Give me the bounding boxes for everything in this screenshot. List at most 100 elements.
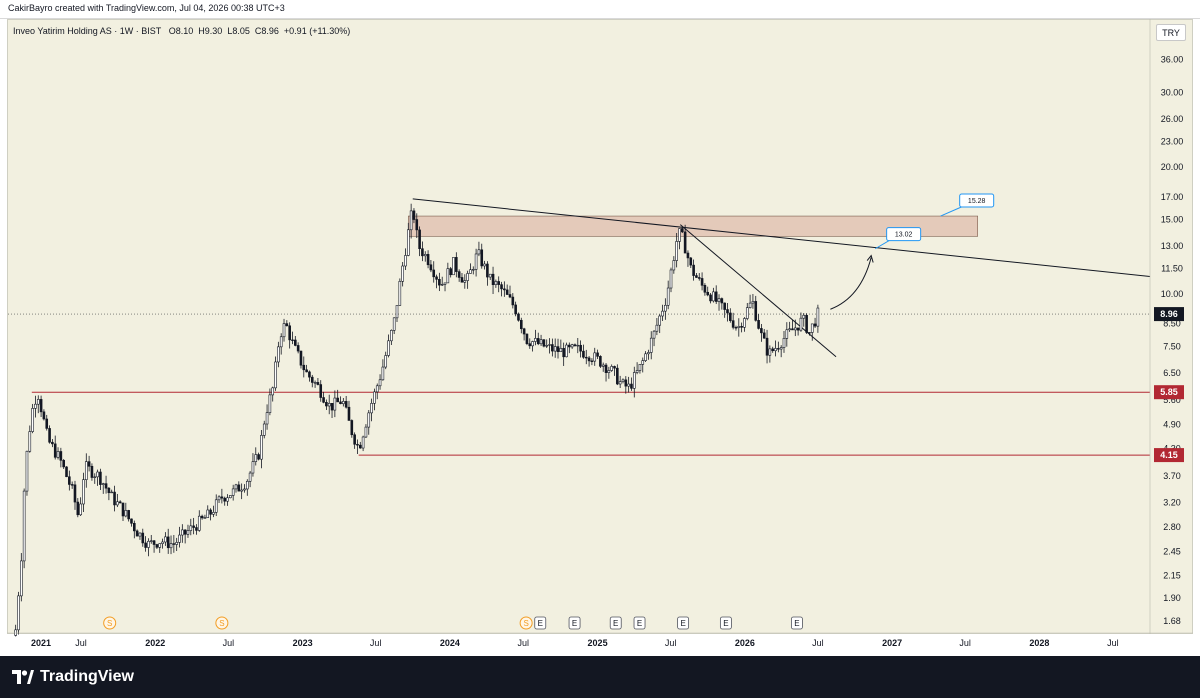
price-tick-21: 1.90 (1163, 593, 1181, 603)
time-tick-9: Jul (665, 638, 677, 648)
candle-body-198 (573, 344, 577, 346)
time-tick-10: 2026 (735, 638, 755, 648)
candle-body-252 (726, 309, 729, 314)
candle-body-200 (579, 344, 582, 352)
price-tick-11: 7.50 (1163, 342, 1181, 352)
price-tick-17: 3.20 (1163, 498, 1181, 508)
candle-body-242 (697, 277, 701, 279)
tradingview-logo-icon (12, 669, 34, 684)
time-tick-3: Jul (223, 638, 235, 648)
candle-body-163 (474, 253, 478, 270)
candle-body-258 (743, 318, 746, 328)
candle-body-47 (147, 540, 150, 548)
earnings-event-label-8: E (723, 619, 728, 628)
candle-body-49 (152, 540, 156, 545)
candle-body-16 (59, 451, 63, 461)
candle-body-148 (432, 269, 436, 278)
candle-body-11 (45, 418, 49, 429)
candle-body-261 (751, 301, 755, 304)
time-axis: 2021 Jul 2022 Jul 2023 Jul 2024 Jul 2025 Jul 2026 J… (7, 632, 1193, 648)
candle-body-212 (613, 366, 616, 369)
candle-body-37 (118, 501, 122, 504)
candle-body-184 (534, 338, 537, 342)
currency-button[interactable]: TRY (1156, 24, 1186, 41)
price-tick-20: 2.15 (1163, 571, 1181, 581)
candle-body-133 (390, 330, 393, 342)
candle-body-272 (782, 338, 786, 348)
candle-body-146 (426, 254, 430, 266)
candle-body-205 (593, 352, 597, 362)
candle-body-153 (446, 268, 450, 284)
candle-body-101 (299, 350, 303, 366)
time-tick-4: 2023 (293, 638, 313, 648)
candle-body-53 (164, 536, 167, 543)
candle-body-110 (325, 402, 328, 407)
candle-body-5 (28, 431, 32, 452)
target-pointer-0 (874, 239, 891, 250)
last-price-badge (1154, 307, 1184, 322)
candle-body-179 (519, 319, 523, 330)
candle-body-164 (477, 249, 481, 255)
target-box-1 (959, 193, 995, 208)
candle-body-107 (316, 382, 320, 385)
candle-body-222 (641, 360, 645, 365)
drawing-lines-layer (8, 198, 1151, 456)
candle-body-27 (90, 465, 94, 478)
earnings-event-label-7: E (680, 619, 685, 628)
candle-body-174 (505, 289, 509, 295)
candle-body-54 (166, 536, 170, 549)
candle-body-74 (223, 497, 226, 502)
time-tick-7: Jul (518, 638, 530, 648)
candle-body-113 (333, 397, 337, 411)
candle-body-234 (675, 241, 678, 261)
candle-body-245 (706, 291, 710, 296)
candle-body-176 (511, 296, 515, 306)
candle-body-260 (748, 302, 752, 308)
candle-body-264 (760, 328, 763, 334)
candle-body-137 (401, 265, 404, 282)
candle-body-147 (429, 264, 433, 271)
candle-body-266 (765, 337, 769, 356)
candle-body-226 (652, 330, 656, 339)
candle-body-144 (421, 248, 424, 257)
candle-body-190 (551, 344, 554, 352)
candle-body-100 (296, 345, 300, 352)
candle-body-136 (398, 281, 402, 306)
price-tick-10: 8.50 (1163, 319, 1181, 329)
candle-body-142 (415, 219, 419, 231)
chart-pane[interactable] (7, 19, 1193, 634)
candle-body-102 (302, 364, 306, 371)
candle-body-19 (68, 476, 71, 485)
candle-body-250 (720, 298, 724, 304)
candle-body-274 (788, 328, 791, 331)
brand[interactable]: TradingView (12, 668, 134, 686)
candle-body-90 (268, 394, 272, 413)
candle-body-14 (53, 443, 57, 458)
split-event-label-0: S (107, 619, 112, 628)
target-label-1: 15.28 (968, 198, 986, 205)
candle-body-168 (488, 273, 492, 278)
candle-body-139 (407, 229, 410, 256)
symbol-legend[interactable]: Inveo Yatirim Holding AS · 1W · BIST O8.… (13, 26, 350, 36)
candle-body-167 (486, 263, 489, 278)
candle-body-219 (632, 372, 636, 389)
candle-body-61 (186, 530, 190, 535)
candle-body-104 (308, 371, 311, 378)
candle-body-161 (469, 269, 472, 274)
candle-body-271 (779, 347, 783, 350)
candle-body-50 (155, 544, 159, 548)
candle-body-191 (553, 346, 557, 352)
candle-body-233 (672, 260, 676, 271)
candle-body-4 (25, 450, 29, 492)
candle-body-145 (423, 254, 427, 257)
candle-body-253 (729, 312, 732, 321)
candle-body-150 (438, 279, 441, 286)
time-tick-13: Jul (959, 638, 971, 648)
annotations-layer: 13.02 15.28 (830, 193, 995, 310)
time-tick-14: 2028 (1029, 638, 1049, 648)
candle-body-284 (816, 307, 820, 327)
candle-body-236 (681, 228, 684, 233)
candle-body-79 (237, 484, 241, 492)
candle-body-185 (536, 338, 540, 345)
